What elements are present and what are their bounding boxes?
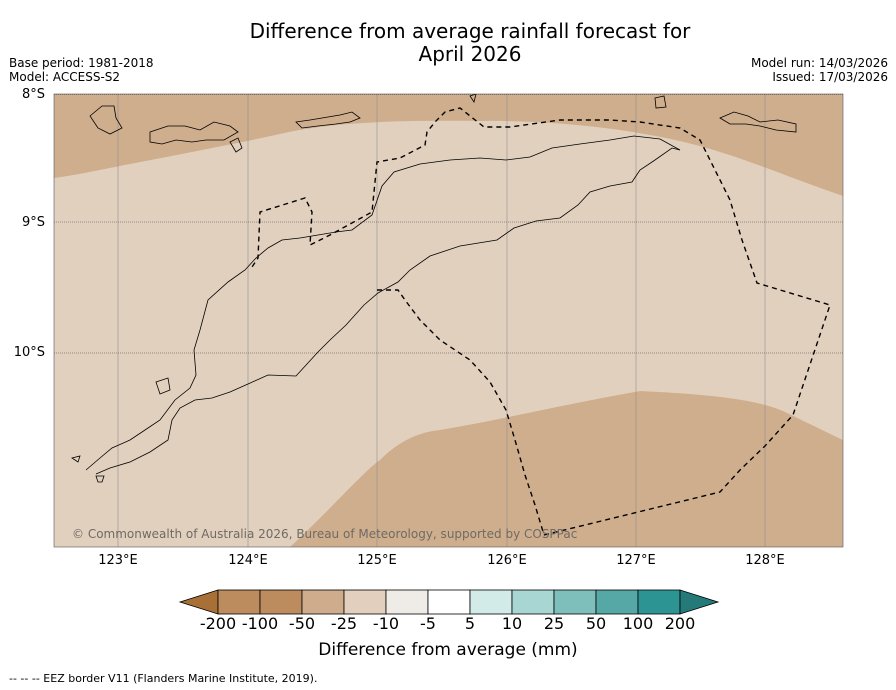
coast-ndao bbox=[155, 377, 171, 395]
coast-islet bbox=[469, 94, 477, 103]
colorbar-bin-4 bbox=[343, 589, 387, 615]
copyright-text: © Commonwealth of Australia 2026, Bureau… bbox=[72, 527, 578, 541]
coast-rote bbox=[95, 475, 105, 483]
colorbar-bin-3 bbox=[301, 589, 345, 615]
colorbar-label: 25 bbox=[543, 614, 565, 633]
colorbar-bin-7 bbox=[469, 589, 513, 615]
meta-right: Model run: 14/03/2026 Issued: 17/03/2026 bbox=[751, 56, 888, 84]
lat-label-10s: 10°S bbox=[13, 345, 45, 360]
graticule-parallels bbox=[54, 94, 843, 354]
issued-text: Issued: 17/03/2026 bbox=[772, 70, 888, 84]
lon-label-126e: 126°E bbox=[487, 553, 527, 568]
colorbar-bin-8 bbox=[511, 589, 555, 615]
lon-label-124e: 124°E bbox=[228, 553, 268, 568]
colorbar-label: -25 bbox=[330, 614, 358, 633]
colorbar-label: 10 bbox=[501, 614, 523, 633]
colorbar-title: Difference from average (mm) bbox=[318, 640, 578, 660]
model-run-text: Model run: 14/03/2026 bbox=[750, 56, 888, 70]
colorbar-label: -5 bbox=[420, 614, 436, 633]
colorbar-label: 50 bbox=[585, 614, 607, 633]
coast-east-islands bbox=[719, 111, 797, 133]
model-text: Model: ACCESS-S2 bbox=[9, 70, 121, 84]
colorbar-label: 200 bbox=[664, 614, 696, 633]
graticule-meridians bbox=[117, 94, 766, 547]
lon-label-125e: 125°E bbox=[357, 553, 397, 568]
colorbar-label: 5 bbox=[464, 614, 476, 633]
chart-title-line2: April 2026 bbox=[418, 42, 522, 66]
base-period-text: Base period: 1981-2018 bbox=[9, 56, 154, 70]
colorbar-label: -200 bbox=[199, 614, 237, 633]
eez-border bbox=[249, 107, 831, 536]
colorbar-label: -100 bbox=[241, 614, 279, 633]
lat-label-9s: 9°S bbox=[21, 215, 45, 230]
colorbar-bin-2 bbox=[259, 589, 303, 615]
coast-wetar bbox=[295, 111, 361, 129]
map-frame bbox=[53, 93, 844, 548]
eez-legend-text: -- -- -- EEZ border V11 (Flanders Marine… bbox=[9, 672, 318, 685]
anomaly-region-north bbox=[54, 94, 843, 196]
colorbar-label: 100 bbox=[622, 614, 654, 633]
lon-label-127e: 127°E bbox=[616, 553, 656, 568]
colorbar bbox=[178, 589, 720, 615]
coastlines bbox=[71, 94, 797, 483]
colorbar-bin-10 bbox=[595, 589, 639, 615]
anomaly-region-south bbox=[290, 391, 843, 547]
coast-pantar bbox=[89, 105, 123, 135]
colorbar-label: -50 bbox=[288, 614, 316, 633]
colorbar-bin-11 bbox=[637, 589, 681, 615]
coast-timor-south bbox=[95, 147, 681, 475]
lat-label-8s: 8°S bbox=[21, 87, 45, 102]
coast-timor-north bbox=[85, 135, 681, 471]
map-canvas bbox=[54, 94, 843, 547]
coast-semau bbox=[71, 455, 81, 463]
colorbar-bin-5 bbox=[385, 589, 429, 615]
colorbar-label: -10 bbox=[372, 614, 400, 633]
chart-title-line1: Difference from average rainfall forecas… bbox=[249, 19, 691, 43]
colorbar-bin-1 bbox=[217, 589, 261, 615]
eez-border-south bbox=[377, 289, 545, 536]
colorbar-bin-6 bbox=[427, 589, 471, 615]
coast-small-island bbox=[654, 95, 667, 109]
lon-label-128e: 128°E bbox=[745, 553, 785, 568]
coast-alor bbox=[149, 121, 239, 145]
coast-atauro bbox=[229, 137, 243, 153]
meta-left: Base period: 1981-2018 Model: ACCESS-S2 bbox=[9, 56, 154, 84]
chart-title: Difference from average rainfall forecas… bbox=[0, 20, 896, 66]
colorbar-extend-low bbox=[178, 589, 219, 615]
colorbar-extend-high bbox=[679, 589, 720, 615]
lon-label-123e: 123°E bbox=[98, 553, 138, 568]
colorbar-bin-9 bbox=[553, 589, 597, 615]
